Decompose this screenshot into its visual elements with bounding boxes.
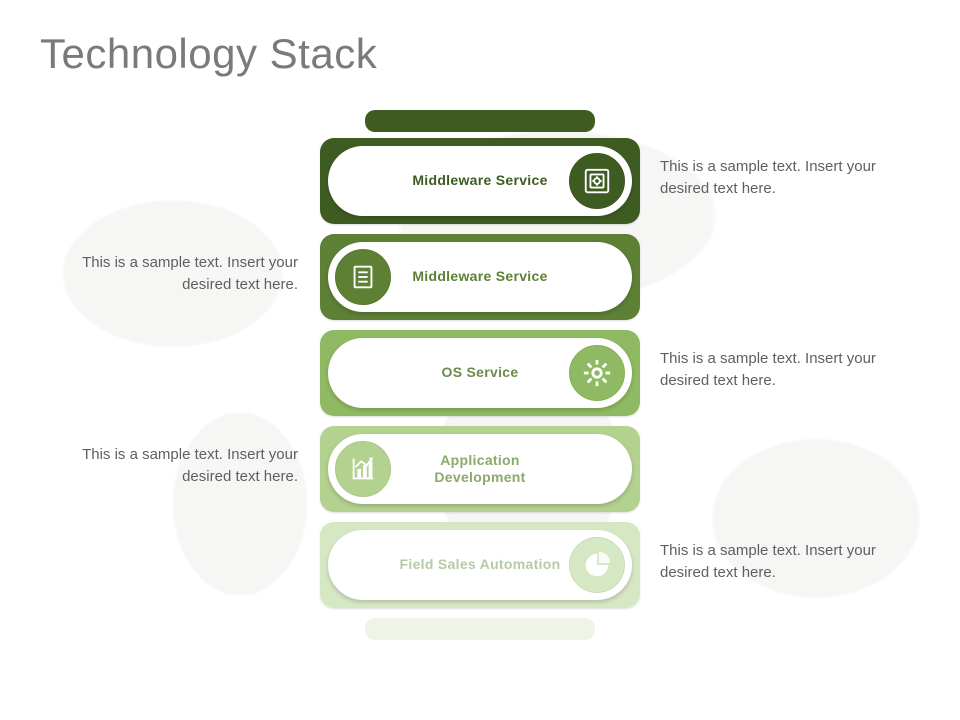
stack-cap-top xyxy=(365,110,595,132)
stack-layer-3: Application Development xyxy=(320,426,640,512)
stack-pill-3: Application Development xyxy=(328,434,632,504)
pie-icon xyxy=(566,534,628,596)
chart-icon xyxy=(332,438,394,500)
gear-icon xyxy=(566,342,628,404)
stack-label-2: OS Service xyxy=(442,364,519,382)
stack-layer-2: OS Service xyxy=(320,330,640,416)
annotation-2: This is a sample text. Insert your desir… xyxy=(660,348,920,392)
annotation-1: This is a sample text. Insert your desir… xyxy=(38,252,298,296)
safe-icon xyxy=(566,150,628,212)
stack-label-1: Middleware Service xyxy=(412,268,547,286)
page-title: Technology Stack xyxy=(40,30,377,78)
annotation-0: This is a sample text. Insert your desir… xyxy=(660,156,920,200)
stack-label-3: Application Development xyxy=(395,452,565,487)
stack-layer-1: Middleware Service xyxy=(320,234,640,320)
stack-cap-bottom xyxy=(365,618,595,640)
stack-pill-2: OS Service xyxy=(328,338,632,408)
annotation-3: This is a sample text. Insert your desir… xyxy=(38,444,298,488)
tech-stack: Middleware Service Middleware S xyxy=(320,110,640,646)
stack-pill-4: Field Sales Automation xyxy=(328,530,632,600)
diagram-stage: Middleware Service Middleware S xyxy=(0,110,960,710)
stack-layer-0: Middleware Service xyxy=(320,138,640,224)
stack-layer-4: Field Sales Automation xyxy=(320,522,640,608)
annotation-4: This is a sample text. Insert your desir… xyxy=(660,540,920,584)
stack-label-4: Field Sales Automation xyxy=(400,556,561,574)
stack-label-0: Middleware Service xyxy=(412,172,547,190)
stack-pill-0: Middleware Service xyxy=(328,146,632,216)
list-icon xyxy=(332,246,394,308)
stack-pill-1: Middleware Service xyxy=(328,242,632,312)
